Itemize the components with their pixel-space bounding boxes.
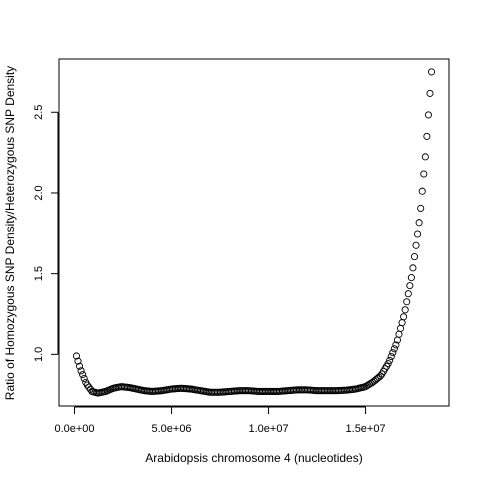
data-point [77, 367, 85, 375]
x-axis: 0.0e+00 5.0e+06 1.0e+07 1.5e+07 [54, 406, 386, 435]
data-point [426, 89, 434, 97]
y-axis: 1.0 1.5 2.0 2.5 [33, 105, 59, 362]
data-point [423, 132, 431, 140]
data-point [420, 170, 428, 178]
y-tick-label: 1.5 [33, 266, 45, 281]
data-point [396, 324, 405, 332]
data-point [387, 352, 395, 361]
data-point [412, 241, 420, 249]
y-tick-label: 2.0 [33, 185, 45, 200]
x-axis-label: Arabidopsis chromosome 4 (nucleotides) [145, 451, 362, 465]
data-point [76, 362, 84, 370]
x-tick-label: 1.0e+07 [249, 423, 289, 435]
data-point [418, 187, 426, 195]
x-tick-label: 1.5e+07 [346, 423, 386, 435]
data-point [406, 282, 414, 290]
data-point [410, 253, 419, 261]
data-point [421, 153, 429, 161]
plot-frame [58, 58, 450, 407]
data-point [384, 360, 392, 368]
data-points [72, 68, 436, 397]
data-point [400, 313, 408, 321]
data-point [389, 349, 397, 357]
data-point [80, 374, 88, 383]
data-point [417, 204, 425, 212]
data-point [74, 357, 82, 365]
x-tick-label: 5.0e+06 [151, 423, 191, 435]
data-point [415, 219, 423, 227]
data-point [79, 371, 87, 379]
data-point [409, 264, 417, 272]
y-tick-label: 2.5 [33, 105, 45, 120]
data-point [395, 330, 403, 338]
data-point [386, 356, 394, 364]
data-point [401, 306, 409, 314]
y-axis-label: Ratio of Homozygous SNP Density/Heterozy… [3, 66, 17, 400]
data-point [407, 274, 415, 282]
data-point [398, 319, 406, 327]
y-tick-label: 1.0 [33, 347, 45, 362]
data-point [414, 230, 422, 238]
x-tick-label: 0.0e+00 [54, 423, 94, 435]
data-point [392, 341, 400, 349]
data-point [427, 68, 436, 76]
data-point [390, 345, 398, 353]
data-point [404, 290, 412, 298]
data-point [424, 111, 432, 119]
data-point [403, 298, 411, 306]
data-point [72, 352, 81, 360]
